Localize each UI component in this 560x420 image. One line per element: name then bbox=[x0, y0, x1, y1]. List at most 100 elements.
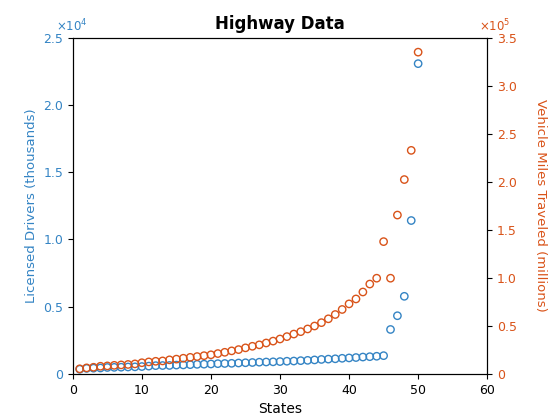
Point bbox=[262, 359, 270, 365]
Point bbox=[365, 281, 374, 287]
Point bbox=[303, 357, 312, 364]
Point bbox=[124, 361, 133, 368]
Point bbox=[255, 341, 264, 348]
Point bbox=[137, 363, 146, 370]
Point bbox=[248, 359, 257, 366]
Point bbox=[103, 362, 112, 369]
Point bbox=[103, 364, 112, 371]
Y-axis label: Vehicle Miles Traveled (millions): Vehicle Miles Traveled (millions) bbox=[534, 100, 547, 312]
Point bbox=[393, 212, 402, 218]
Point bbox=[116, 362, 125, 368]
Point bbox=[158, 357, 167, 364]
Point bbox=[207, 361, 216, 368]
Point bbox=[386, 326, 395, 333]
Point bbox=[414, 49, 423, 55]
Point bbox=[414, 60, 423, 67]
Point bbox=[220, 360, 229, 367]
Point bbox=[227, 347, 236, 354]
Point bbox=[262, 340, 270, 346]
Title: Highway Data: Highway Data bbox=[215, 16, 345, 34]
Point bbox=[276, 358, 284, 365]
Point bbox=[193, 353, 202, 360]
Point bbox=[248, 343, 257, 349]
Point bbox=[379, 238, 388, 245]
Point bbox=[89, 365, 98, 372]
Point bbox=[165, 357, 174, 363]
Point bbox=[290, 331, 298, 337]
Point bbox=[199, 352, 208, 359]
Point bbox=[255, 359, 264, 365]
Point bbox=[310, 357, 319, 363]
Point bbox=[303, 326, 312, 332]
Point bbox=[151, 362, 160, 369]
Point bbox=[296, 357, 305, 364]
Point bbox=[234, 360, 243, 366]
Point bbox=[82, 365, 91, 371]
Point bbox=[110, 362, 119, 369]
Point bbox=[193, 361, 202, 368]
Point bbox=[199, 361, 208, 368]
Point bbox=[241, 360, 250, 366]
Point bbox=[82, 365, 91, 372]
Point bbox=[407, 217, 416, 224]
Point bbox=[220, 349, 229, 356]
Point bbox=[89, 364, 98, 370]
Point bbox=[338, 355, 347, 362]
Point bbox=[317, 356, 326, 363]
Point bbox=[331, 355, 340, 362]
Point bbox=[317, 319, 326, 326]
Point bbox=[324, 356, 333, 362]
Point bbox=[344, 354, 353, 361]
Point bbox=[75, 366, 84, 373]
Point bbox=[407, 147, 416, 154]
Point bbox=[290, 358, 298, 365]
Point bbox=[96, 363, 105, 370]
Point bbox=[144, 363, 153, 370]
Point bbox=[400, 176, 409, 183]
Point bbox=[324, 315, 333, 322]
Point bbox=[158, 362, 167, 369]
Point bbox=[110, 364, 119, 371]
Point bbox=[269, 338, 278, 344]
Point bbox=[234, 346, 243, 353]
Point bbox=[358, 354, 367, 360]
Point bbox=[137, 360, 146, 366]
Point bbox=[372, 275, 381, 281]
Point bbox=[172, 356, 181, 362]
Point bbox=[144, 359, 153, 365]
Point bbox=[338, 306, 347, 313]
Point bbox=[282, 333, 291, 340]
Point bbox=[344, 301, 353, 307]
Point bbox=[331, 311, 340, 318]
Point bbox=[213, 350, 222, 357]
Point bbox=[379, 352, 388, 359]
Point bbox=[372, 353, 381, 360]
Point bbox=[227, 360, 236, 367]
Point bbox=[352, 354, 361, 361]
Point bbox=[96, 365, 105, 371]
Point bbox=[276, 336, 284, 342]
Point bbox=[179, 355, 188, 362]
Point bbox=[130, 363, 139, 370]
Point bbox=[365, 353, 374, 360]
Point bbox=[269, 358, 278, 365]
X-axis label: States: States bbox=[258, 402, 302, 416]
Point bbox=[186, 354, 195, 361]
Point bbox=[207, 352, 216, 358]
Text: $\times10^4$: $\times10^4$ bbox=[56, 18, 88, 34]
Point bbox=[352, 296, 361, 302]
Point bbox=[179, 362, 188, 368]
Point bbox=[358, 289, 367, 295]
Point bbox=[151, 358, 160, 365]
Point bbox=[186, 361, 195, 368]
Text: $\times10^5$: $\times10^5$ bbox=[479, 18, 510, 34]
Point bbox=[213, 360, 222, 367]
Point bbox=[296, 328, 305, 335]
Y-axis label: Licensed Drivers (thousands): Licensed Drivers (thousands) bbox=[25, 108, 38, 303]
Point bbox=[282, 358, 291, 365]
Point bbox=[386, 275, 395, 281]
Point bbox=[393, 312, 402, 319]
Point bbox=[241, 344, 250, 351]
Point bbox=[116, 364, 125, 370]
Point bbox=[124, 364, 133, 370]
